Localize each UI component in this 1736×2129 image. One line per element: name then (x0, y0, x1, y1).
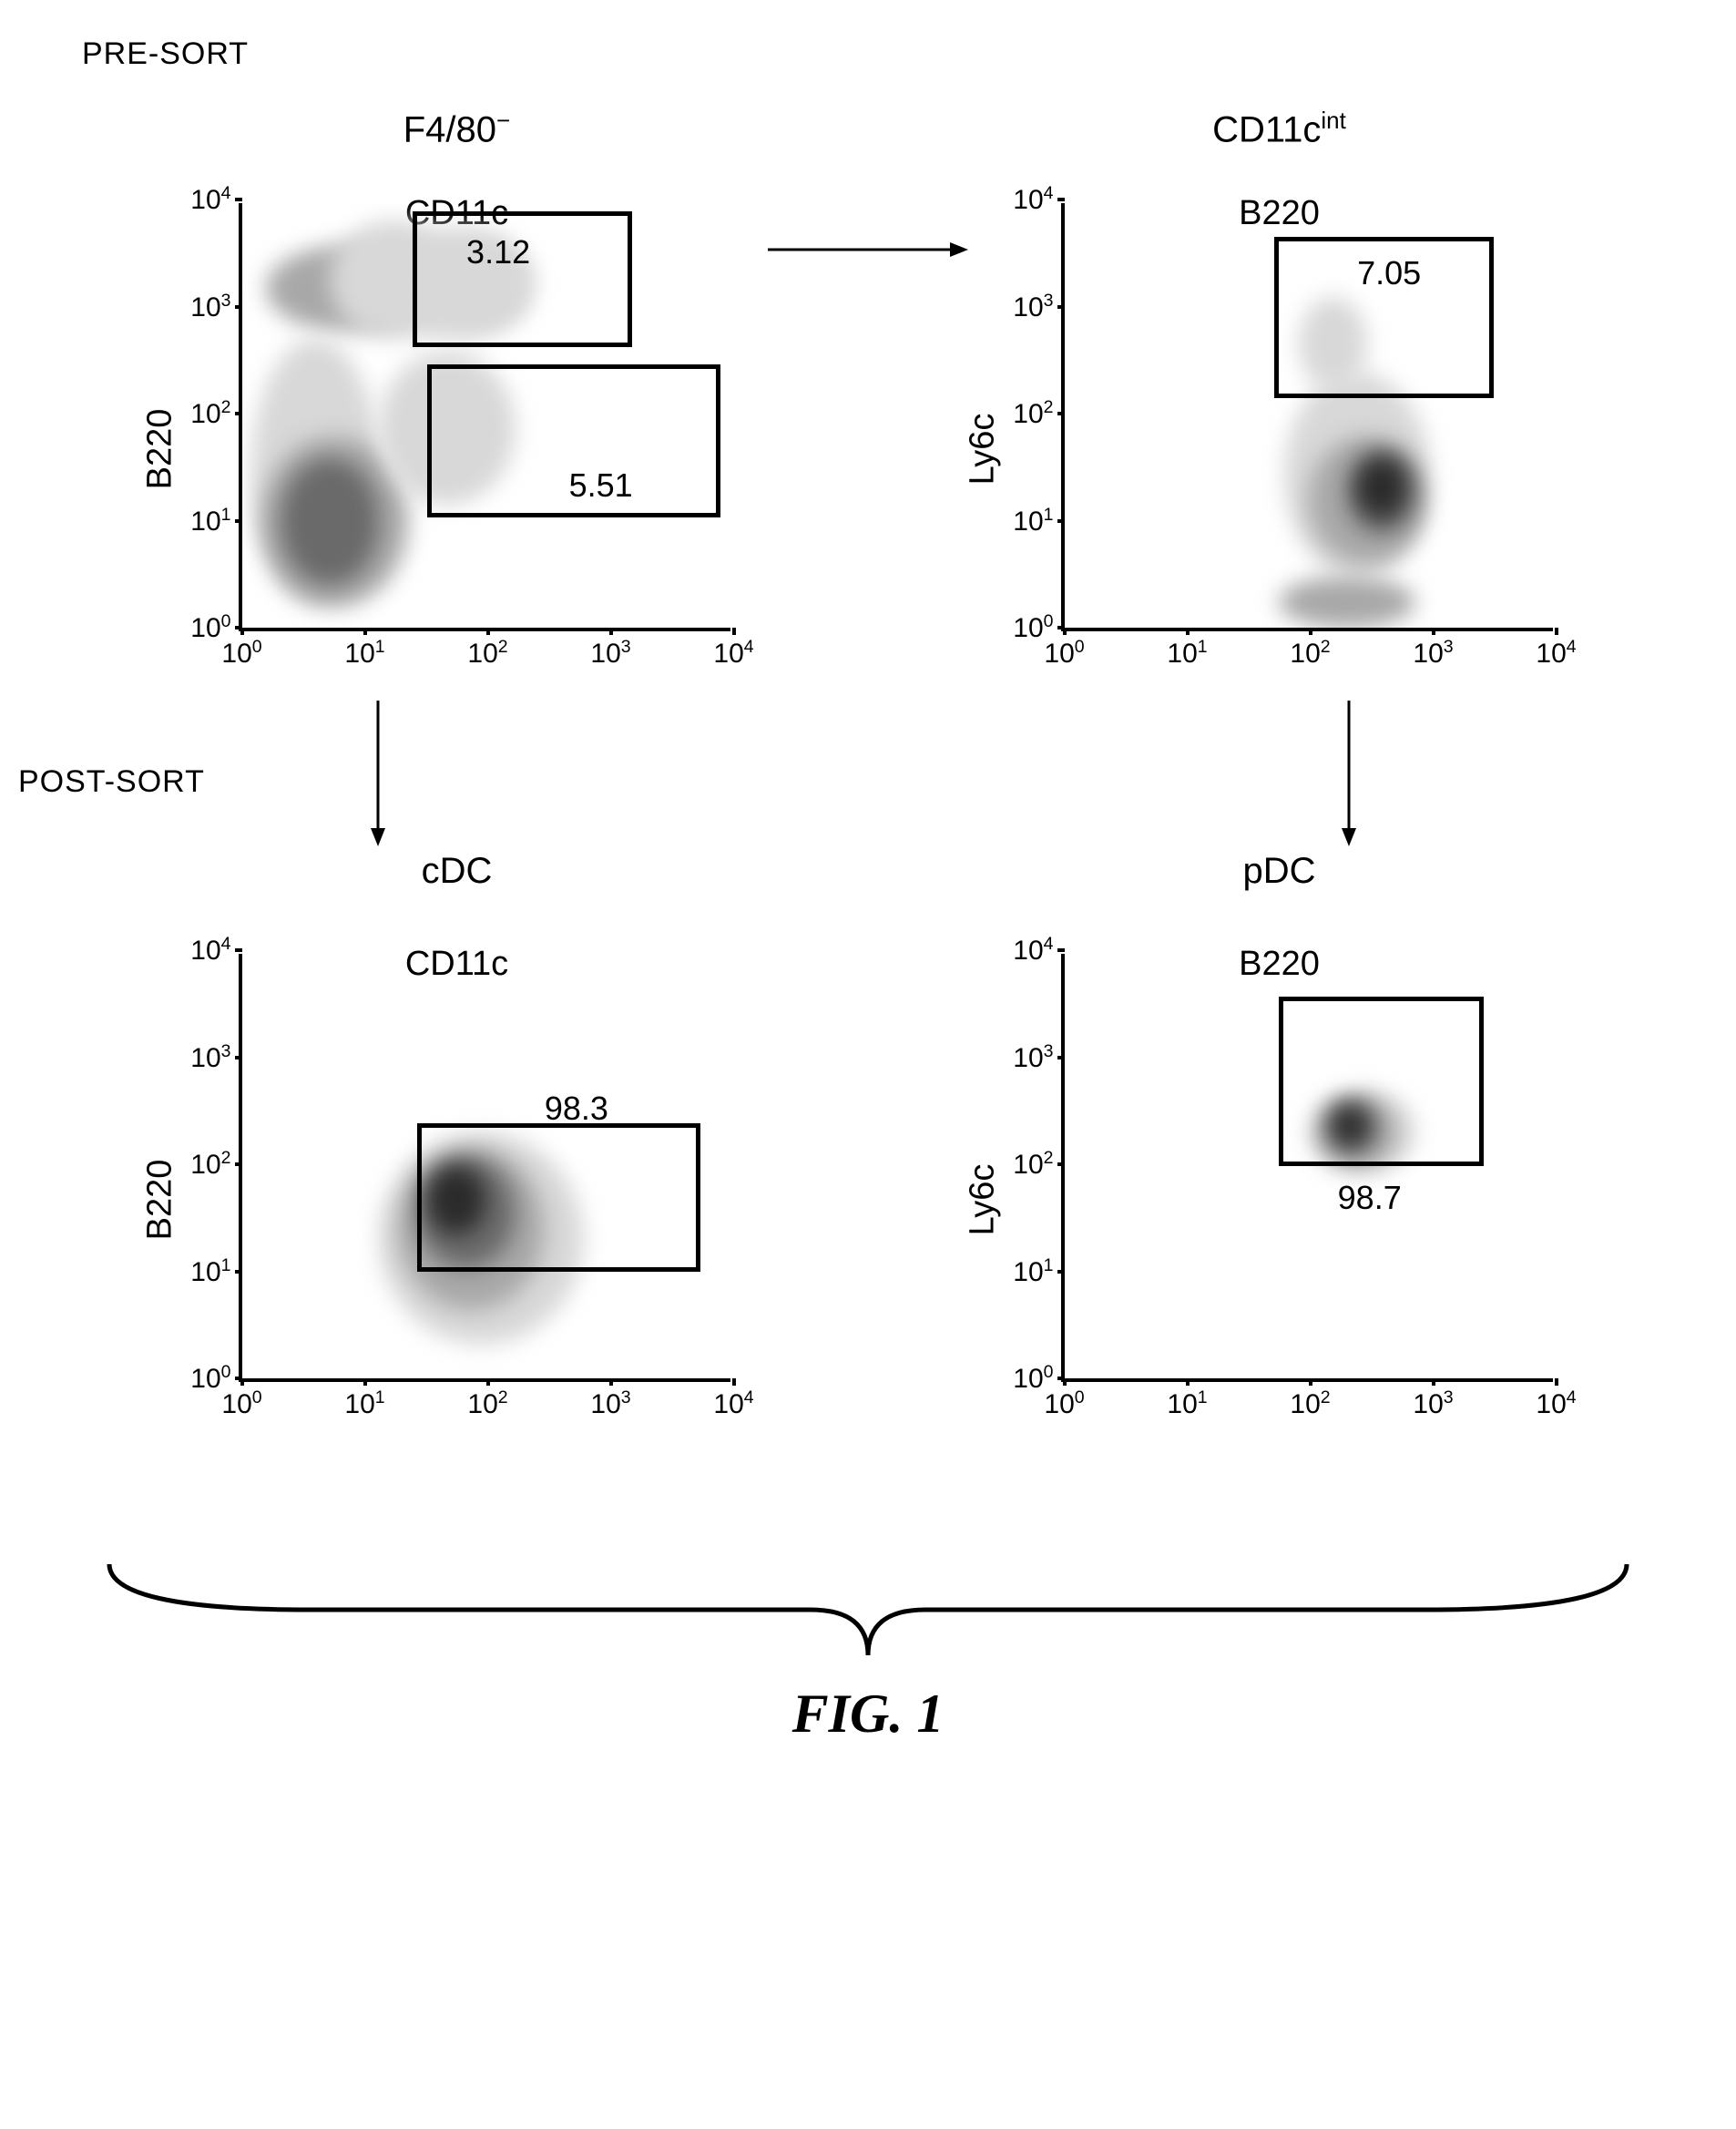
arrow-down-right-icon (1335, 701, 1363, 846)
xtick-label: 103 (1413, 628, 1453, 670)
xtick-label: 102 (467, 1378, 507, 1420)
post-sort-label: POST-SORT (18, 764, 205, 800)
figure-caption: FIG. 1 (36, 1683, 1700, 1745)
gate-value: 98.3 (545, 1090, 608, 1128)
ytick-label: 101 (190, 505, 241, 537)
plot-grid: F4/80− B220 1001011021031041001011021031… (36, 72, 1700, 1510)
xtick-label: 104 (1536, 1378, 1576, 1420)
figure-1: PRE-SORT F4/80− B220 1001011021031041001… (36, 36, 1700, 1745)
gate-value: 3.12 (466, 233, 530, 271)
gate-value: 7.05 (1357, 254, 1421, 292)
xtick-label: 101 (344, 1378, 384, 1420)
plot-tr: CD11cint Ly6c 10010110210310410010110210… (968, 99, 1590, 704)
gate-value: 98.7 (1338, 1179, 1402, 1217)
plot-br-title: pDC (968, 850, 1590, 892)
ytick-label: 104 (190, 183, 241, 216)
ytick-label: 104 (1013, 183, 1064, 216)
ytick-label: 102 (1013, 1148, 1064, 1181)
pre-sort-label: PRE-SORT (82, 36, 1700, 72)
plot-tr-ylabel: Ly6c (963, 414, 1002, 486)
ytick-label: 104 (1013, 934, 1064, 967)
ytick-label: 102 (1013, 397, 1064, 430)
xtick-label: 103 (1413, 1378, 1453, 1420)
xtick-label: 104 (1536, 628, 1576, 670)
ytick-label: 104 (190, 934, 241, 967)
plot-tr-title: CD11cint (968, 99, 1590, 141)
plot-br-ylabel: Ly6c (963, 1164, 1002, 1236)
plot-tl-title: F4/80− (146, 99, 768, 141)
plot-bl-ylabel: B220 (140, 1160, 179, 1241)
ytick-label: 102 (190, 1148, 241, 1181)
gate-value: 5.51 (569, 466, 633, 505)
arrow-right-icon (768, 236, 968, 263)
ytick-label: 103 (1013, 291, 1064, 323)
axes-tr: 1001011021031041001011021031047.05 (1061, 203, 1553, 631)
xtick-label: 100 (1044, 1378, 1084, 1420)
ytick-label: 102 (190, 397, 241, 430)
ytick-label: 101 (190, 1255, 241, 1288)
gate-rect (417, 1123, 700, 1272)
xtick-label: 102 (1290, 628, 1330, 670)
xtick-label: 103 (590, 1378, 630, 1420)
xtick-label: 100 (221, 628, 261, 670)
ytick-label: 103 (190, 291, 241, 323)
xtick-label: 101 (344, 628, 384, 670)
plot-tl: F4/80− B220 1001011021031041001011021031… (146, 99, 768, 704)
xtick-label: 102 (1290, 1378, 1330, 1420)
plot-tl-ylabel: B220 (140, 409, 179, 490)
gate-rect (1279, 997, 1484, 1166)
xtick-label: 100 (1044, 628, 1084, 670)
curly-brace-icon (36, 1546, 1700, 1674)
plot-bl: cDC B220 1001011021031041001011021031049… (146, 850, 768, 1455)
axes-tl: 1001011021031041001011021031043.125.51 (239, 203, 730, 631)
xtick-label: 101 (1167, 1378, 1207, 1420)
xtick-label: 104 (713, 628, 753, 670)
plot-bl-title: cDC (146, 850, 768, 892)
xtick-label: 102 (467, 628, 507, 670)
ytick-label: 101 (1013, 505, 1064, 537)
axes-br: 10010110210310410010110210310498.7 (1061, 954, 1553, 1382)
xtick-label: 101 (1167, 628, 1207, 670)
xtick-label: 104 (713, 1378, 753, 1420)
xtick-label: 100 (221, 1378, 261, 1420)
plot-br: pDC Ly6c 1001011021031041001011021031049… (968, 850, 1590, 1455)
axes-bl: 10010110210310410010110210310498.3 (239, 954, 730, 1382)
xtick-label: 103 (590, 628, 630, 670)
ytick-label: 103 (190, 1041, 241, 1074)
arrow-down-left-icon (364, 701, 392, 846)
ytick-label: 103 (1013, 1041, 1064, 1074)
ytick-label: 101 (1013, 1255, 1064, 1288)
